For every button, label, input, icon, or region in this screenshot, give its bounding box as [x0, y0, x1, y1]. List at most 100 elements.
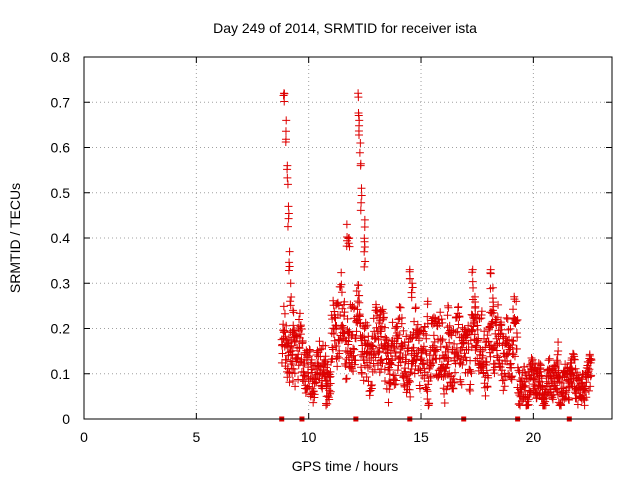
data-point [451, 368, 460, 377]
data-point [391, 347, 400, 356]
data-point [357, 369, 366, 378]
data-point [557, 401, 566, 410]
data-point [334, 301, 343, 310]
data-point [294, 375, 303, 384]
data-point [283, 173, 292, 182]
data-point [413, 320, 422, 329]
data-point [492, 346, 501, 355]
data-point [443, 343, 452, 352]
data-point [504, 325, 513, 334]
y-tick-label: 0.4 [51, 230, 71, 246]
data-point [478, 353, 487, 362]
data-point [282, 116, 291, 125]
data-point [280, 309, 289, 318]
data-point [500, 382, 509, 391]
data-point [321, 352, 330, 361]
data-point [400, 364, 409, 373]
data-point [442, 353, 451, 362]
data-point [512, 297, 521, 306]
data-point [349, 351, 358, 360]
data-point [459, 355, 468, 364]
data-point [552, 356, 561, 365]
data-point [535, 372, 544, 381]
data-point [584, 386, 593, 395]
data-point [284, 209, 293, 218]
data-point [354, 281, 363, 290]
data-points [277, 89, 596, 422]
data-point [285, 378, 294, 387]
data-point [396, 303, 405, 312]
data-point [333, 299, 342, 308]
data-point [577, 375, 586, 384]
data-point [395, 303, 404, 312]
data-point [509, 350, 518, 359]
data-point [304, 375, 313, 384]
data-point [424, 380, 433, 389]
data-point [473, 337, 482, 346]
data-point [457, 380, 466, 389]
data-point [418, 359, 427, 368]
data-point [514, 366, 523, 375]
data-point [350, 303, 359, 312]
data-point [429, 331, 438, 340]
data-point [405, 385, 414, 394]
data-point [564, 395, 573, 404]
data-point [505, 345, 514, 354]
data-point [281, 135, 290, 144]
data-point [525, 371, 534, 380]
data-point [565, 396, 574, 405]
data-point [482, 366, 491, 375]
data-point [280, 97, 289, 106]
data-point [355, 148, 364, 157]
data-point [459, 338, 468, 347]
data-point [553, 350, 562, 359]
data-point [420, 364, 429, 373]
data-point [296, 321, 305, 330]
data-point [356, 206, 365, 215]
data-point [388, 318, 397, 327]
data-point [475, 314, 484, 323]
data-point [536, 361, 545, 370]
data-point [573, 371, 582, 380]
data-point [326, 379, 335, 388]
data-point [293, 353, 302, 362]
data-point [419, 342, 428, 351]
data-point [554, 347, 563, 356]
data-point [462, 345, 471, 354]
data-point [587, 356, 596, 365]
data-point [357, 350, 366, 359]
data-point [455, 313, 464, 322]
data-point [365, 354, 374, 363]
data-point [470, 313, 479, 322]
data-point [393, 322, 402, 331]
data-point [280, 327, 289, 336]
data-point [355, 131, 364, 140]
data-point [453, 327, 462, 336]
data-point [345, 363, 354, 372]
data-point [481, 343, 490, 352]
data-point [362, 372, 371, 381]
data-point [422, 334, 431, 343]
data-point [506, 374, 515, 383]
data-point [407, 293, 416, 302]
y-axis-label: SRMTID / TECUs [7, 183, 23, 293]
data-point [553, 387, 562, 396]
data-point [445, 338, 454, 347]
data-point [544, 356, 553, 365]
data-point [579, 386, 588, 395]
data-point [294, 350, 303, 359]
data-point [392, 376, 401, 385]
data-point [378, 305, 387, 314]
data-point [384, 398, 393, 407]
data-point [582, 393, 591, 402]
data-point [470, 330, 479, 339]
data-point [552, 385, 561, 394]
data-point [454, 320, 463, 329]
data-point [336, 311, 345, 320]
data-point [510, 352, 519, 361]
data-point [402, 355, 411, 364]
data-point [372, 303, 381, 312]
data-point [585, 365, 594, 374]
data-point [444, 303, 453, 312]
data-point [323, 399, 332, 408]
